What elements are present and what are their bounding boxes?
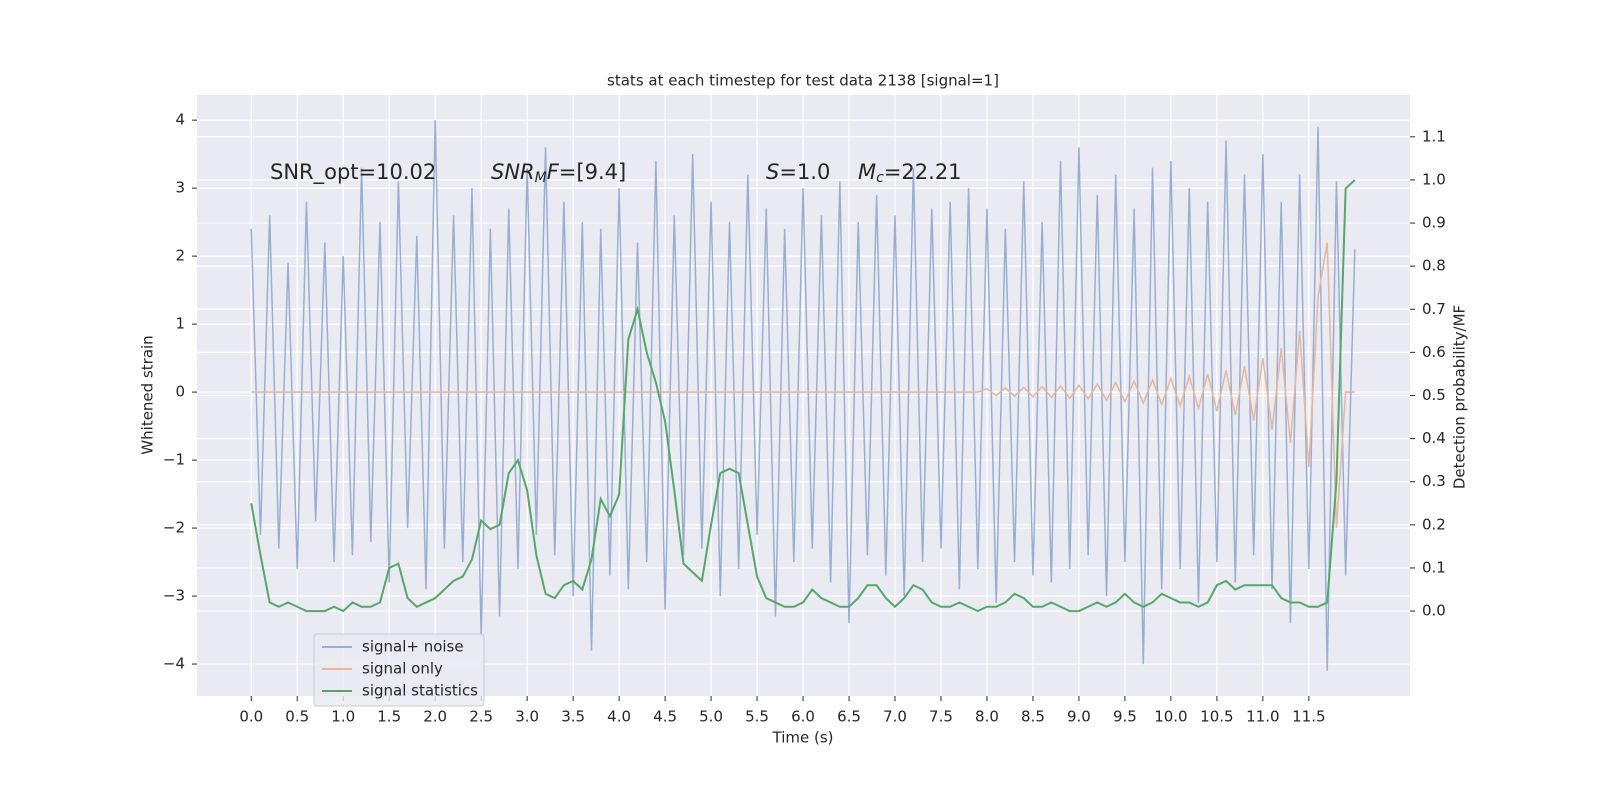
annotation-part: =22.21 bbox=[884, 160, 962, 184]
y-tick-label: 4 bbox=[175, 111, 185, 129]
x-tick-label: 11.0 bbox=[1246, 708, 1279, 726]
y-tick-label: 0 bbox=[175, 383, 185, 401]
annotation-part: M bbox=[535, 170, 547, 186]
y2-axis-label: Detection probability/MF bbox=[1451, 305, 1469, 489]
y2-tick-label: 0.8 bbox=[1422, 257, 1446, 275]
y-tick-label: −1 bbox=[163, 451, 185, 469]
x-tick-label: 6.0 bbox=[791, 708, 815, 726]
annotation: SNRMF=[9.4] bbox=[491, 160, 626, 186]
annotation: SNR_opt=10.02 bbox=[270, 160, 436, 185]
x-tick-label: 6.5 bbox=[837, 708, 861, 726]
y2-tick-label: 1.1 bbox=[1422, 127, 1446, 145]
legend-box bbox=[313, 633, 485, 707]
x-tick-label: 10.5 bbox=[1200, 708, 1233, 726]
y2-tick-label: 0.7 bbox=[1422, 300, 1446, 318]
x-tick-label: 8.0 bbox=[975, 708, 999, 726]
x-tick-label: 10.0 bbox=[1154, 708, 1187, 726]
x-tick-label: 3.0 bbox=[515, 708, 539, 726]
y2-tick-label: 1.0 bbox=[1422, 170, 1446, 188]
annotation: S=1.0 bbox=[766, 160, 830, 184]
legend-label: signal only bbox=[362, 660, 443, 678]
annotation-part: =[9.4] bbox=[559, 160, 626, 184]
x-tick-label: 8.5 bbox=[1021, 708, 1045, 726]
x-tick-label: 7.5 bbox=[929, 708, 953, 726]
x-tick-label: 5.0 bbox=[699, 708, 723, 726]
y2-tick-label: 0.2 bbox=[1422, 515, 1446, 533]
annotation-part: SNR_opt=10.02 bbox=[270, 160, 436, 185]
legend-label: signal statistics bbox=[362, 682, 478, 700]
x-tick-label: 9.0 bbox=[1067, 708, 1091, 726]
x-tick-label: 2.0 bbox=[423, 708, 447, 726]
y2-tick-label: 0.5 bbox=[1422, 386, 1446, 404]
x-tick-label: 3.5 bbox=[561, 708, 585, 726]
y2-tick-label: 0.3 bbox=[1422, 472, 1446, 490]
y2-tick-label: 0.9 bbox=[1422, 214, 1446, 232]
y2-tick-label: 0.1 bbox=[1422, 558, 1446, 576]
y-axis-label: Whitened strain bbox=[139, 335, 157, 454]
series-line bbox=[250, 179, 1356, 613]
annotation-part: S bbox=[766, 160, 779, 184]
y2-tick-label: 0.4 bbox=[1422, 429, 1446, 447]
x-tick-label: 0.5 bbox=[285, 708, 309, 726]
annotation-part: SNR bbox=[491, 160, 535, 184]
series-line bbox=[251, 242, 1355, 529]
x-tick-label: 1.5 bbox=[377, 708, 401, 726]
y-tick-label: 2 bbox=[175, 247, 185, 265]
y-tick-label: −3 bbox=[163, 587, 185, 605]
x-tick-label: 1.0 bbox=[331, 708, 355, 726]
annotation-part: F bbox=[547, 160, 560, 184]
x-axis-label: Time (s) bbox=[772, 729, 834, 747]
annotation-part: =1.0 bbox=[779, 160, 830, 184]
x-tick-label: 9.5 bbox=[1113, 708, 1137, 726]
annotation: Mc=22.21 bbox=[858, 160, 962, 186]
y-tick-label: 3 bbox=[175, 179, 185, 197]
y-tick-label: −4 bbox=[163, 655, 185, 673]
y-tick-label: −2 bbox=[163, 519, 185, 537]
chart-title: stats at each timestep for test data 213… bbox=[607, 72, 999, 90]
x-tick-label: 4.5 bbox=[653, 708, 677, 726]
x-tick-label: 5.5 bbox=[745, 708, 769, 726]
series-line bbox=[250, 120, 1356, 671]
x-tick-label: 11.5 bbox=[1292, 708, 1325, 726]
x-tick-label: 4.0 bbox=[607, 708, 631, 726]
y-tick-label: 1 bbox=[175, 315, 185, 333]
y2-tick-label: 0.0 bbox=[1422, 602, 1446, 620]
y2-tick-label: 0.6 bbox=[1422, 343, 1446, 361]
legend-label: signal+ noise bbox=[362, 638, 464, 656]
marks bbox=[250, 120, 1356, 671]
x-tick-label: 7.0 bbox=[883, 708, 907, 726]
annotation-part: M bbox=[858, 160, 876, 184]
annotation-part: c bbox=[876, 170, 884, 186]
x-tick-label: 2.5 bbox=[469, 708, 493, 726]
x-tick-label: 0.0 bbox=[239, 708, 263, 726]
